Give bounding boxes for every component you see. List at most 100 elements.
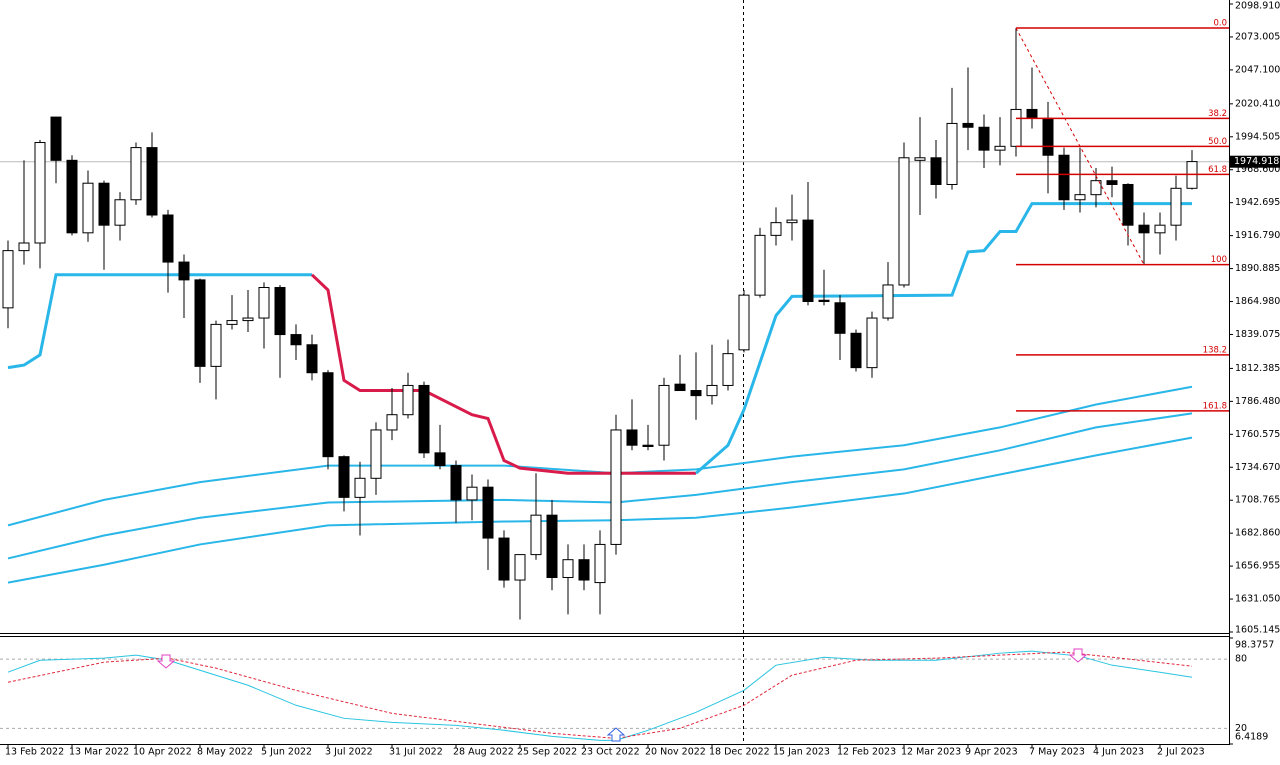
candle-body [722,353,734,386]
x-tick-label: 2 Jul 2023 [1157,747,1205,758]
candle-body [802,219,814,303]
y-tick-label: 1968.600 [1235,164,1280,175]
x-tick-label: 7 May 2023 [1029,747,1085,758]
x-tick-label: 25 Sep 2022 [517,747,577,758]
candle-body [914,157,926,161]
candle-body [402,384,414,416]
candle-body [242,317,254,322]
candle-body [370,429,382,479]
x-tick-label: 13 Mar 2022 [69,747,129,758]
y-tick-label: 1760.575 [1235,429,1280,440]
candle-body [114,199,126,226]
candle-body [290,334,302,346]
x-tick-label: 8 May 2022 [197,747,253,758]
candle-body [642,444,654,447]
fib-level-label: 61.8 [1208,165,1227,175]
candle-body [130,147,142,201]
y-tick-label: 20 [1235,723,1247,734]
candle-body [578,559,590,581]
candle-body [626,429,638,446]
x-tick-label: 28 Aug 2022 [453,747,514,758]
y-tick-label: 1864.980 [1235,296,1280,307]
candle-body [690,390,702,397]
indicator-line [7,436,1193,584]
y-tick-label: 1994.505 [1235,131,1280,142]
candle-body [306,344,318,374]
indicator-line [695,202,1192,475]
x-tick-label: 13 Feb 2022 [5,747,64,758]
candle-body [450,465,462,501]
x-tick-label: 5 Jun 2022 [261,747,312,758]
candle-body [866,317,878,369]
candle-body [1170,187,1182,226]
y-tick-label: 6.4189 [1235,732,1268,743]
candle-body [354,477,366,498]
indicator-line [7,412,1193,560]
candle-body [466,486,478,501]
candle-body [994,145,1006,151]
candle-body [146,147,158,216]
candle-body [1106,180,1118,185]
x-tick-label: 31 Jul 2022 [389,747,443,758]
candle-body [978,126,990,151]
y-tick-label: 1890.885 [1235,263,1280,274]
last-price-box [1230,155,1280,168]
y-tick-label: 2020.410 [1235,98,1280,109]
candle-body [18,242,30,252]
candle-body [1026,108,1038,119]
candle-body [562,559,574,578]
candle-body [418,384,430,454]
fib-level-label: 100 [1211,255,1227,265]
oscillator-line [7,650,1193,741]
y-tick-label: 1631.050 [1235,594,1280,605]
y-tick-label: 2098.910 [1235,1,1280,12]
x-tick-label: 15 Jan 2023 [773,747,830,758]
candle-body [274,287,286,336]
candle-body [162,214,174,263]
y-tick-label: 1786.480 [1235,396,1280,407]
candle-body [210,323,222,367]
y-tick-label: 1605.145 [1235,625,1280,636]
y-tick-label: 80 [1235,654,1247,665]
candle-body [482,486,494,539]
indicator-line [7,273,312,370]
candle-body [498,537,510,581]
x-tick-label: 9 Apr 2023 [965,747,1018,758]
y-tick-label: 1708.765 [1235,495,1280,506]
candle-body [1122,183,1134,226]
candle-body [546,514,558,578]
candle-body [2,250,14,309]
candle-body [770,222,782,236]
sell-signal-arrow [156,654,176,669]
candle-body [98,182,110,226]
y-tick-label: 1812.385 [1235,363,1280,374]
fib-level-label: 138.2 [1203,345,1227,355]
candle-body [930,157,942,185]
x-tick-label: 3 Jul 2022 [325,747,373,758]
y-tick-label: 2047.100 [1235,64,1280,75]
x-tick-label: 23 Oct 2022 [581,747,640,758]
candle-body [34,142,46,244]
candle-body [1090,180,1102,196]
fib-level-label: 161.8 [1203,401,1227,411]
fib-level-label: 38.2 [1208,109,1227,119]
candle-body [946,122,958,185]
y-tick-label: 1916.790 [1235,230,1280,241]
candle-body [1138,224,1150,234]
candle-body [386,414,398,431]
candle-body [50,116,62,161]
candle-body [882,284,894,319]
indicator-line [7,385,1193,527]
candle-body [1058,154,1070,201]
indicator-line [310,273,696,475]
x-tick-label: 18 Dec 2022 [709,747,770,758]
y-tick-label: 1656.955 [1235,561,1280,572]
buy-signal-arrow [606,727,626,742]
candle-body [194,279,206,367]
candle-body [82,182,94,234]
candle-body [754,234,766,296]
candle-body [738,294,750,351]
candle-body [1042,117,1054,156]
y-tick-label: 1682.860 [1235,528,1280,539]
